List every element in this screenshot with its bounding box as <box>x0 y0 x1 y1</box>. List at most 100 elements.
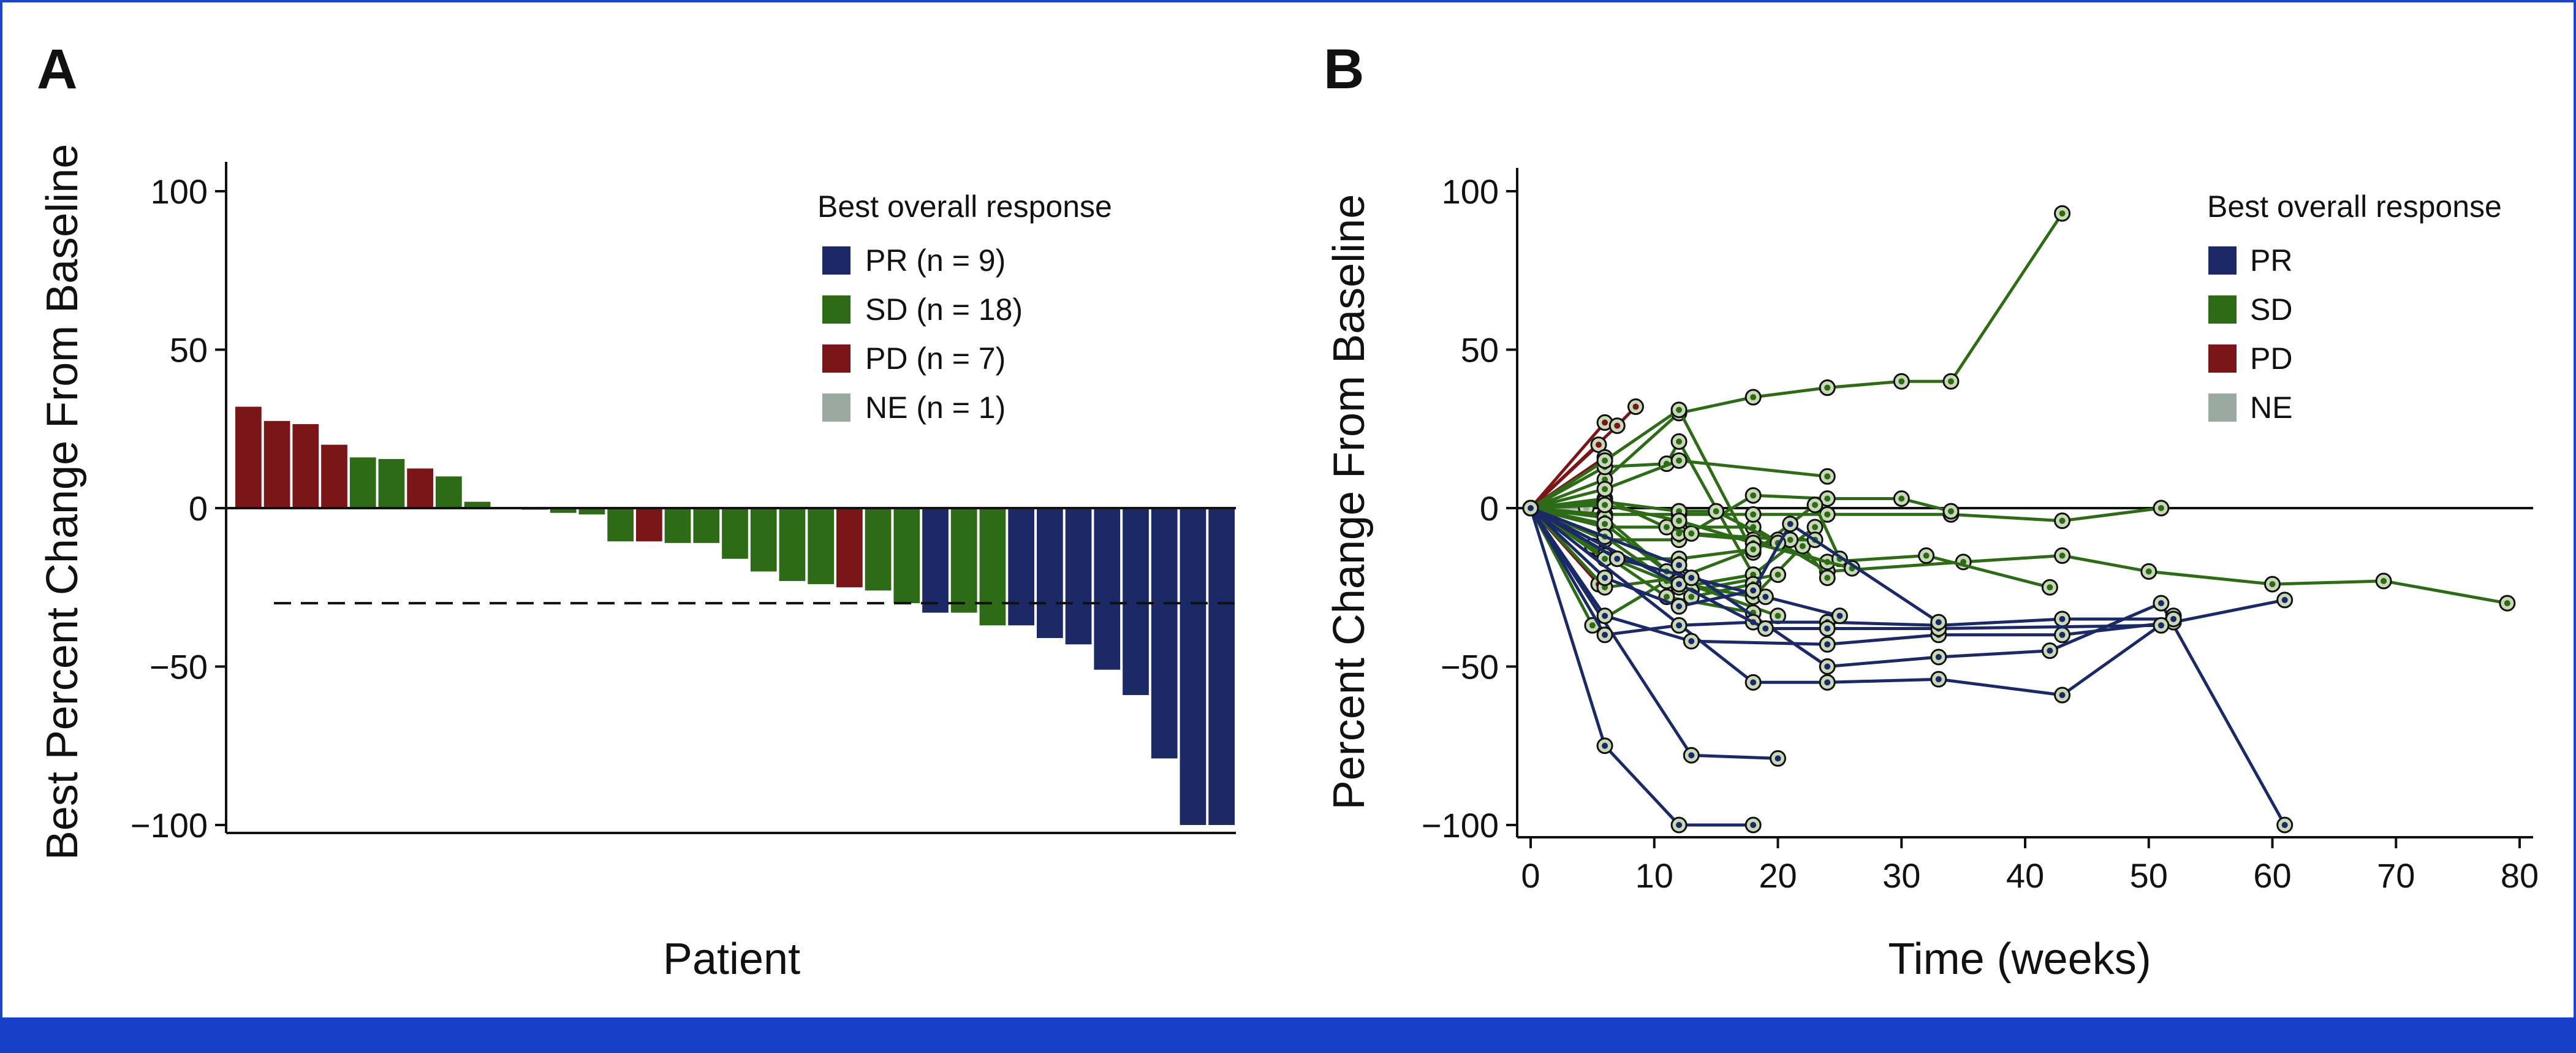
data-point-core <box>1676 438 1683 445</box>
bar <box>636 508 662 542</box>
bar <box>1065 508 1092 645</box>
y-tick-label: −50 <box>1441 648 1499 686</box>
data-point-core <box>1676 406 1683 413</box>
legend-label-pr: PR <box>2250 243 2292 278</box>
data-point-core <box>1947 508 1954 515</box>
data-point-core <box>1676 603 1683 610</box>
y-tick-label: 50 <box>1461 331 1499 370</box>
data-point-core <box>1812 524 1819 531</box>
figure-canvas: A Best Percent Change From Baseline Pati… <box>37 38 2539 984</box>
panel-a-legend: Best overall response PR (n = 9) SD (n = … <box>817 189 1112 425</box>
bar <box>578 508 605 515</box>
bar <box>750 508 777 572</box>
bar <box>292 424 319 508</box>
data-point-core <box>1947 378 1954 385</box>
data-point-core <box>2157 600 2164 607</box>
legend-label-ne: NE <box>2250 390 2292 425</box>
data-point-core <box>2059 615 2066 622</box>
data-point-core <box>2059 692 2066 699</box>
series-path <box>1530 459 1828 510</box>
data-point-core <box>1676 622 1683 629</box>
data-point-core <box>1824 473 1831 480</box>
data-point-core <box>2059 517 2066 524</box>
legend-label-pr: PR (n = 9) <box>865 243 1006 278</box>
data-point-core <box>1836 612 1843 619</box>
panel-a-lines <box>226 507 1236 605</box>
data-point-core <box>1602 574 1608 581</box>
bar <box>1123 508 1149 696</box>
data-point-core <box>1676 581 1683 588</box>
data-point-core <box>2504 600 2510 607</box>
data-point-core <box>2381 577 2387 584</box>
data-point-core <box>1775 571 1781 578</box>
y-tick-label: −50 <box>150 648 208 686</box>
data-point-core <box>2157 622 2164 629</box>
legend-swatch-pd <box>2208 344 2237 373</box>
data-point-core <box>1824 679 1831 686</box>
bar <box>865 508 892 591</box>
bar <box>321 444 347 508</box>
x-tick-label: 50 <box>2130 856 2168 895</box>
bar <box>922 508 949 613</box>
bar <box>722 508 748 559</box>
panel-a-y-axis: 100 50 0 −50 −100 <box>131 162 1236 845</box>
bar <box>1180 508 1207 825</box>
bar <box>1008 508 1034 626</box>
series-path <box>1529 443 1600 509</box>
data-point-core <box>1787 520 1794 527</box>
panel-b-x-axis-title: Time (weeks) <box>1888 935 2151 984</box>
data-point-core <box>1762 625 1769 632</box>
y-tick-label: 0 <box>189 489 208 528</box>
x-tick-label: 10 <box>1635 856 1673 895</box>
data-point-core <box>1750 492 1757 499</box>
panel-b-axes: 100 50 0 −50 −100 0 10 20 30 40 50 60 70 80 <box>1422 168 2539 895</box>
data-point-core <box>1898 495 1905 502</box>
data-point-core <box>2170 615 2177 622</box>
panel-b-y-axis-title: Percent Change From Baseline <box>1325 194 1374 810</box>
legend-swatch-pr <box>822 246 850 275</box>
data-point-core <box>2145 568 2152 575</box>
data-point-core <box>1602 419 1608 426</box>
data-point-core <box>1750 546 1757 553</box>
panel-a: A Best Percent Change From Baseline Pati… <box>37 38 1236 984</box>
panel-b: B Percent Change From Baseline Time (wee… <box>1324 38 2539 984</box>
series-path <box>1530 506 2162 523</box>
data-point-core <box>1775 612 1781 619</box>
data-point-core <box>1676 822 1683 828</box>
series-path <box>1529 507 2174 637</box>
data-point-core <box>1602 742 1608 749</box>
data-point-core <box>2059 210 2066 217</box>
panel-b-label: B <box>1324 38 1364 101</box>
series-path <box>1529 507 2175 697</box>
data-point-core <box>1528 505 1534 511</box>
data-point-core <box>1799 543 1806 550</box>
series-path <box>1529 506 2161 630</box>
bar <box>263 420 290 508</box>
data-point-core <box>2281 822 2288 828</box>
data-point-core <box>1935 619 1942 626</box>
data-point-core <box>1750 822 1757 828</box>
x-tick-label: 60 <box>2253 856 2291 895</box>
data-point-core <box>1688 574 1695 581</box>
data-point-core <box>1663 524 1670 531</box>
bar <box>436 476 462 508</box>
data-point-core <box>2157 505 2164 511</box>
bar <box>349 457 376 508</box>
panel-a-label: A <box>37 38 77 101</box>
x-tick-label: 80 <box>2501 856 2539 895</box>
data-point-core <box>1787 536 1794 543</box>
data-point-core <box>2059 552 2066 559</box>
data-point-core <box>2047 647 2053 654</box>
bar <box>693 508 720 543</box>
series-path <box>1529 507 1754 827</box>
data-point-core <box>1824 625 1831 632</box>
panel-b-series <box>1522 205 2516 834</box>
y-tick-label: −100 <box>131 806 208 845</box>
y-tick-label: 100 <box>151 172 208 211</box>
data-point-core <box>1614 422 1621 429</box>
x-tick-label: 70 <box>2377 856 2415 895</box>
bar <box>664 508 691 543</box>
data-point-core <box>1750 511 1757 518</box>
data-point-core <box>1676 517 1683 524</box>
bottom-accent-bar <box>0 1017 2576 1053</box>
